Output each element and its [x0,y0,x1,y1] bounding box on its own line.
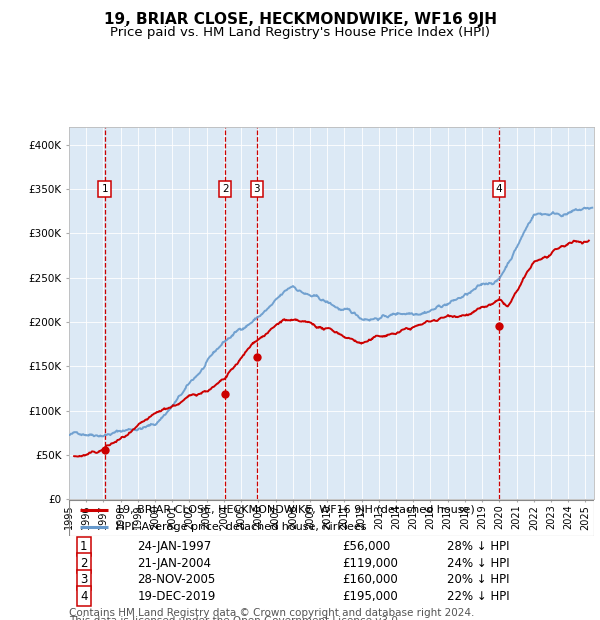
Text: 3: 3 [254,184,260,194]
Text: £195,000: £195,000 [342,590,398,603]
Text: £160,000: £160,000 [342,574,398,586]
Text: 28-NOV-2005: 28-NOV-2005 [137,574,215,586]
Text: This data is licensed under the Open Government Licence v3.0.: This data is licensed under the Open Gov… [69,616,401,620]
Text: 4: 4 [496,184,502,194]
Text: Price paid vs. HM Land Registry's House Price Index (HPI): Price paid vs. HM Land Registry's House … [110,26,490,39]
Text: 3: 3 [80,574,88,586]
Text: 19, BRIAR CLOSE, HECKMONDWIKE, WF16 9JH (detached house): 19, BRIAR CLOSE, HECKMONDWIKE, WF16 9JH … [116,505,475,515]
Text: 2: 2 [222,184,229,194]
Text: £56,000: £56,000 [342,540,390,553]
Text: 19-DEC-2019: 19-DEC-2019 [137,590,215,603]
Text: 2: 2 [80,557,88,570]
Text: 19, BRIAR CLOSE, HECKMONDWIKE, WF16 9JH: 19, BRIAR CLOSE, HECKMONDWIKE, WF16 9JH [104,12,497,27]
Text: 24-JAN-1997: 24-JAN-1997 [137,540,212,553]
Text: 21-JAN-2004: 21-JAN-2004 [137,557,211,570]
Text: 1: 1 [101,184,108,194]
Text: 24% ↓ HPI: 24% ↓ HPI [447,557,509,570]
Text: 1: 1 [80,540,88,553]
Text: Contains HM Land Registry data © Crown copyright and database right 2024.: Contains HM Land Registry data © Crown c… [69,608,475,618]
Text: 20% ↓ HPI: 20% ↓ HPI [447,574,509,586]
Text: 22% ↓ HPI: 22% ↓ HPI [447,590,509,603]
Text: 4: 4 [80,590,88,603]
Text: 28% ↓ HPI: 28% ↓ HPI [447,540,509,553]
Text: HPI: Average price, detached house, Kirklees: HPI: Average price, detached house, Kirk… [116,522,367,533]
Text: £119,000: £119,000 [342,557,398,570]
